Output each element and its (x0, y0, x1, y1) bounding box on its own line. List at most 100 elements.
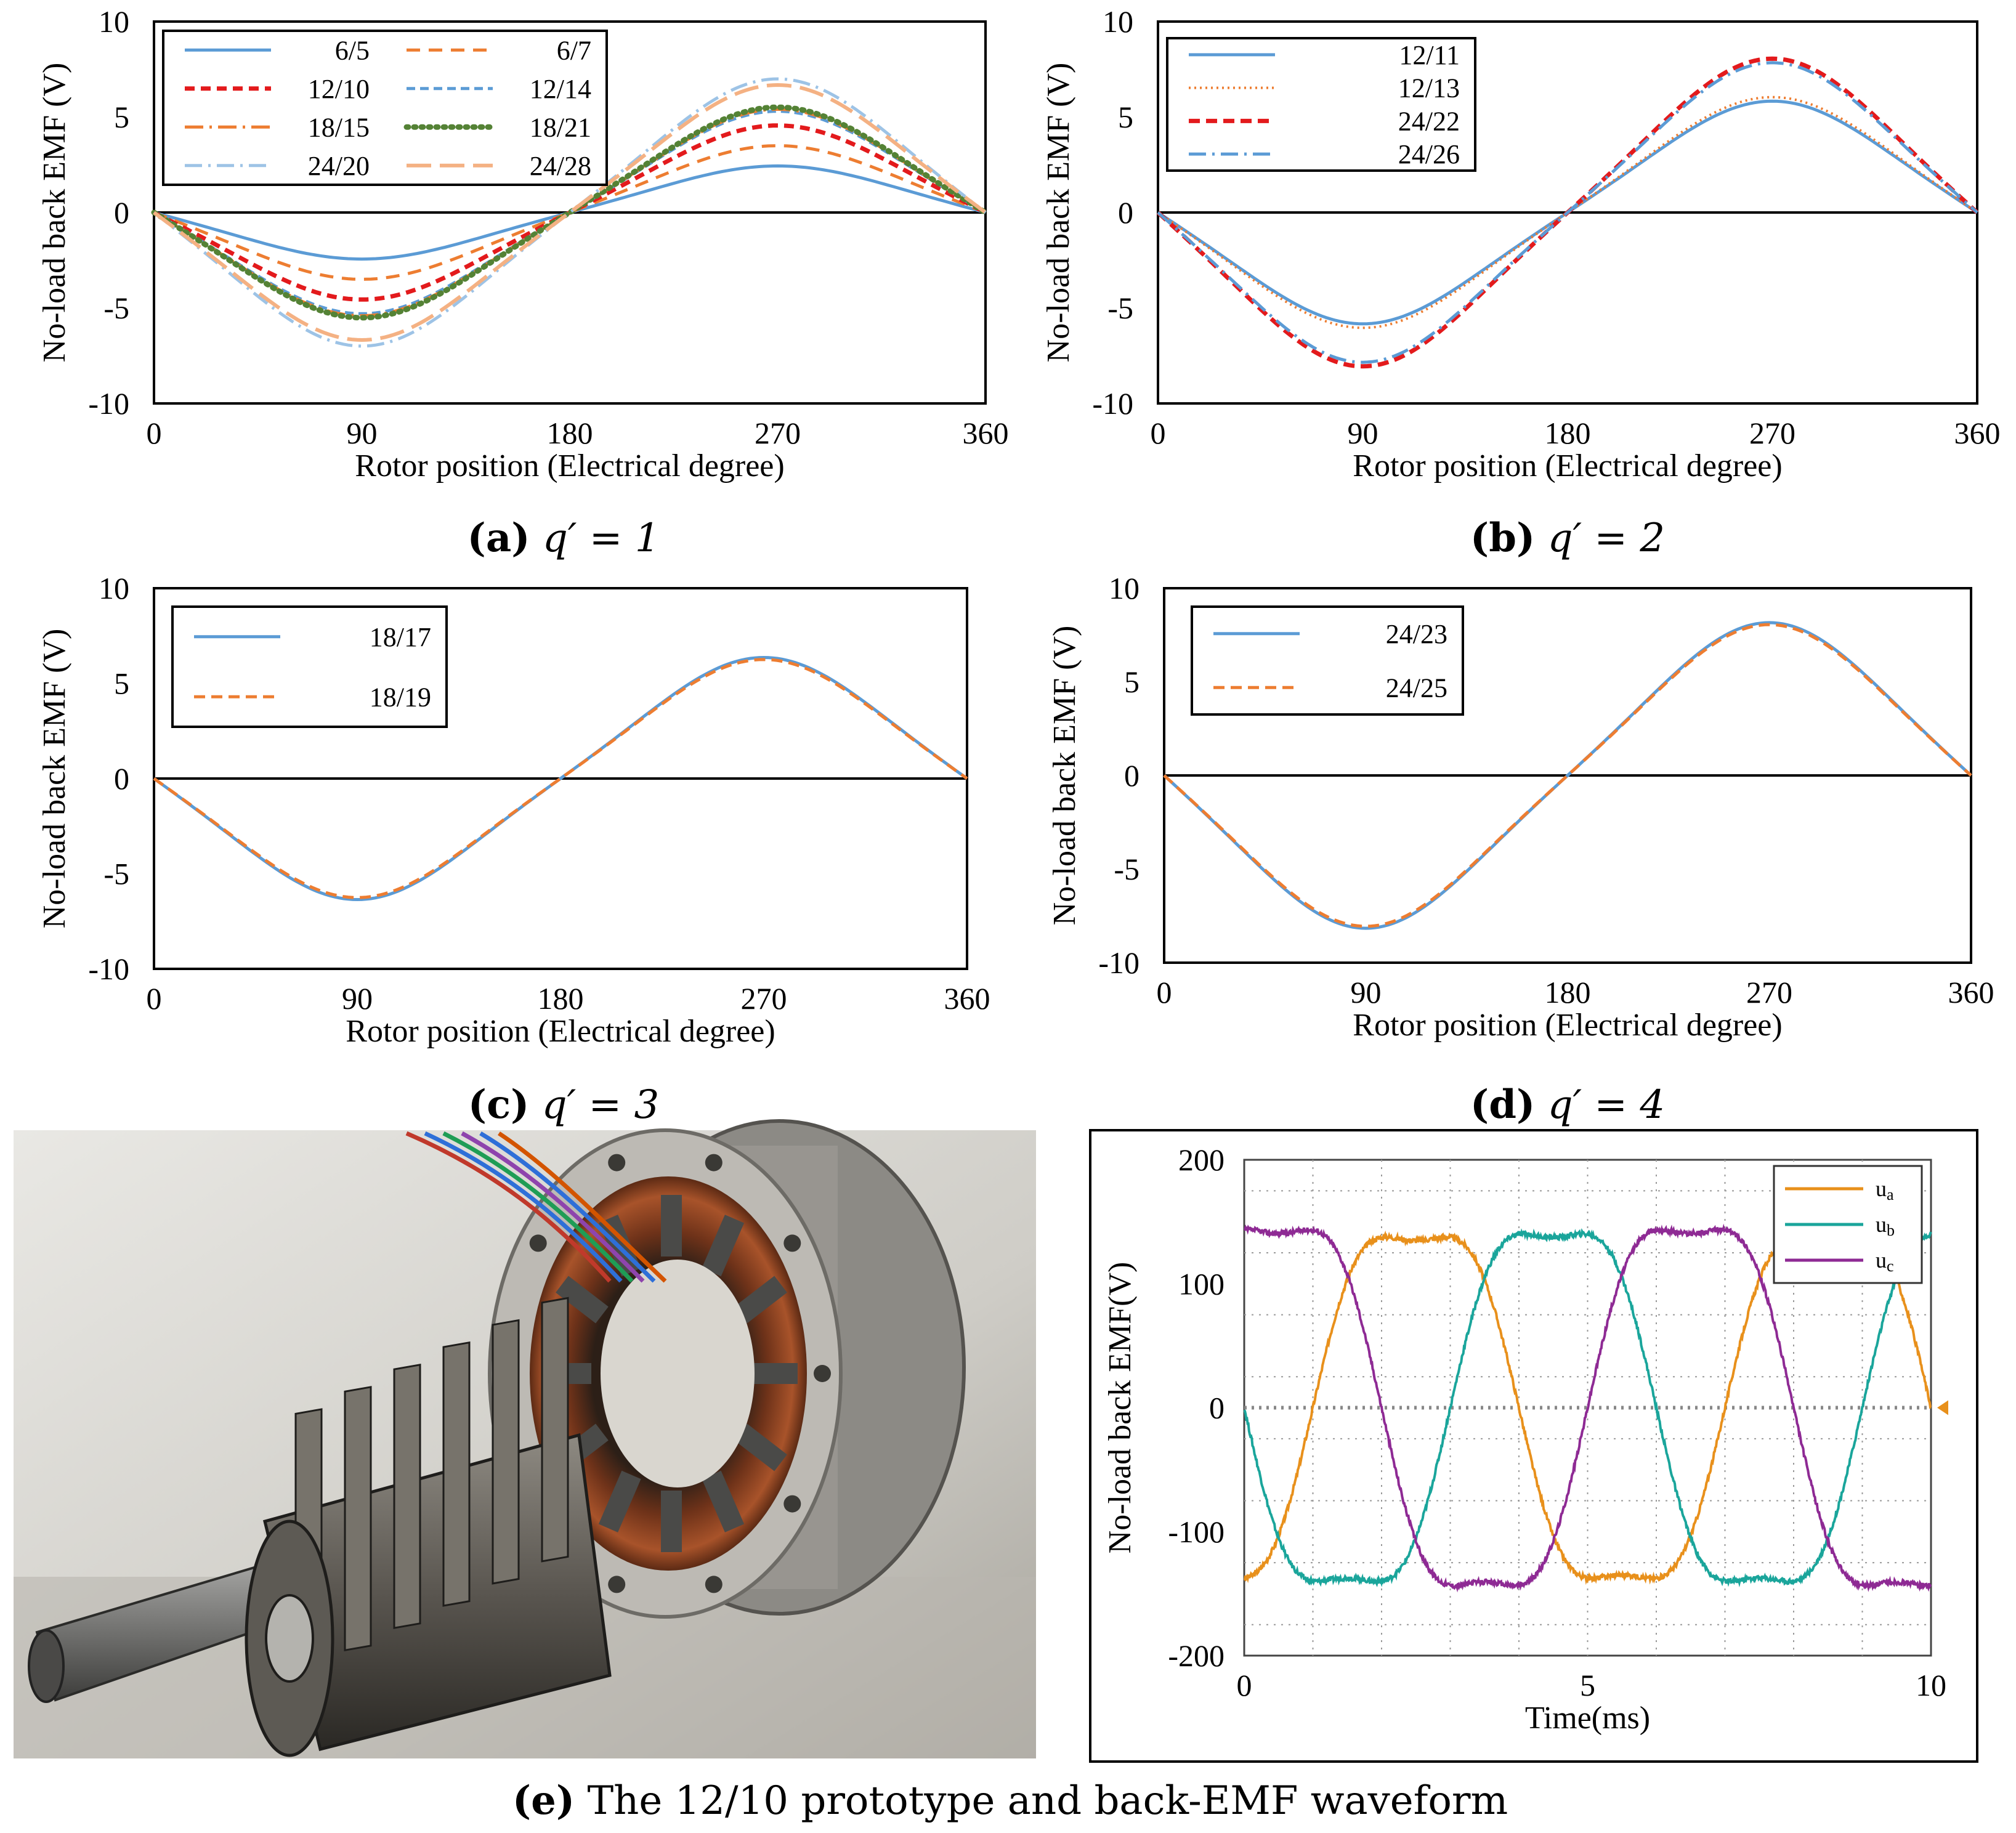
legend-label: 6/7 (557, 35, 591, 65)
series-line-ub (1243, 1228, 1932, 1588)
legend-label: 18/21 (530, 112, 591, 142)
rotor-tooth (344, 1386, 372, 1652)
caption-text: q′ = 4 (1535, 1082, 1665, 1128)
stator-tooth (598, 1470, 641, 1532)
legend-label: 12/10 (308, 74, 370, 104)
series-line-24-20 (153, 77, 987, 348)
bolt-hole-icon (783, 1495, 801, 1513)
stator-bore (601, 1260, 755, 1487)
y-tick-label: 5 (1124, 665, 1140, 699)
legend-label-main: u (1876, 1212, 1887, 1237)
zero-marker-icon (1937, 1400, 1948, 1415)
lead-wire (461, 1131, 645, 1283)
legend-box (171, 605, 448, 728)
bolt-hole-icon (608, 1154, 626, 1171)
caption-text: q′ = 2 (1535, 516, 1665, 561)
x-tick-label: 10 (1916, 1668, 1946, 1702)
lead-wire (498, 1131, 667, 1283)
x-tick-label: 90 (1351, 975, 1382, 1010)
caption-text: The 12/10 prototype and back-EMF wavefor… (575, 1778, 1508, 1824)
chart-c: -10 -5 0 5 10 0 90 180 270 360 Rotor position (Ele… (37, 571, 990, 1128)
series-line-24-25 (1163, 623, 1972, 928)
y-tick-label: -200 (1168, 1638, 1225, 1673)
x-tick-label: 270 (1746, 975, 1792, 1010)
legend-label-main: u (1876, 1248, 1887, 1273)
panel-caption: (b) q′ = 2 (1470, 515, 1665, 561)
chart-a: -10 -5 0 5 10 0 90 180 270 360 Rotor position (Ele… (37, 4, 1009, 561)
y-tick-label: -10 (88, 386, 129, 421)
x-axis-label: Time(ms) (1525, 1701, 1650, 1736)
panel-caption-e: (e) The 12/10 prototype and back-EMF wav… (512, 1778, 1508, 1824)
y-axis-label: No-load back EMF (V) (1047, 626, 1082, 926)
lead-wire (424, 1131, 623, 1283)
rotor-tooth (393, 1363, 421, 1629)
legend-label-sub: c (1887, 1257, 1894, 1275)
legend-label: 24/25 (1386, 673, 1447, 703)
y-tick-label: -10 (88, 952, 129, 986)
legend-label-sub: a (1887, 1186, 1894, 1204)
caption-letter: (c) (468, 1082, 530, 1128)
y-tick-label: -10 (1092, 386, 1133, 421)
x-tick-label: 0 (147, 416, 162, 450)
stator-tooth (702, 1215, 745, 1277)
lead-wire (479, 1131, 656, 1283)
series-line-18-17 (153, 655, 968, 902)
legend-label: 24/28 (530, 151, 591, 181)
lead-wire (405, 1131, 612, 1283)
legend-label: 18/19 (370, 682, 431, 712)
y-tick-label: -5 (103, 857, 129, 891)
y-tick-label: 10 (99, 571, 129, 605)
y-tick-label: 100 (1178, 1266, 1225, 1301)
caption-text: q′ = 3 (529, 1082, 659, 1128)
legend: 6/5 6/7 12/10 12/14 18/15 18/21 24/20 24/28 (162, 30, 608, 186)
y-axis-label: No-load back EMF(V) (1103, 1262, 1138, 1554)
x-tick-label: 270 (1749, 416, 1795, 450)
x-tick-label: 5 (1580, 1668, 1595, 1702)
bolt-hole-icon (705, 1576, 723, 1593)
legend-label: 12/11 (1399, 40, 1460, 70)
y-tick-label: 0 (1118, 195, 1133, 230)
x-tick-label: 270 (755, 416, 801, 450)
lead-wire (442, 1131, 634, 1283)
series-line-24-28 (153, 83, 987, 342)
panel-caption: (c) q′ = 3 (468, 1082, 659, 1128)
x-tick-label: 180 (538, 981, 584, 1016)
legend-box (1191, 605, 1464, 716)
series-line-uc (1244, 1223, 1932, 1593)
x-tick-label: 180 (1545, 416, 1591, 450)
y-axis-label: No-load back EMF (V) (37, 629, 72, 929)
y-tick-label: -5 (1107, 291, 1133, 325)
bolt-hole-icon (705, 1154, 723, 1171)
bolt-hole-icon (814, 1365, 831, 1382)
x-axis-label: Rotor position (Electrical degree) (355, 448, 784, 484)
rotor-tooth (442, 1341, 471, 1607)
legend-label: 12/14 (530, 74, 591, 104)
y-tick-label: -10 (1098, 945, 1140, 980)
legend-box (1166, 37, 1476, 172)
x-tick-label: 0 (1157, 975, 1172, 1010)
shaft-end (28, 1629, 65, 1703)
caption-text: q′ = 1 (530, 516, 660, 561)
caption-letter: (b) (1470, 515, 1535, 561)
y-tick-label: 0 (114, 195, 129, 230)
x-tick-label: 90 (347, 416, 378, 450)
stator-tooth (556, 1276, 609, 1324)
legend-label: 24/23 (1386, 619, 1447, 649)
legend-label: ua (1876, 1176, 1894, 1204)
caption-letter: (e) (512, 1778, 575, 1824)
stator-tooth (734, 1276, 787, 1324)
legend-label-main: u (1876, 1176, 1887, 1201)
y-axis-label: No-load back EMF (V) (1041, 63, 1076, 363)
x-tick-label: 0 (147, 981, 162, 1016)
y-tick-label: -100 (1168, 1515, 1225, 1549)
legend-label-sub: b (1887, 1221, 1895, 1239)
caption-letter: (a) (468, 515, 530, 561)
x-tick-label: 180 (547, 416, 593, 450)
y-tick-label: 5 (1118, 100, 1133, 134)
y-tick-label: 200 (1178, 1143, 1225, 1177)
bolt-hole-icon (783, 1234, 801, 1252)
legend: 24/23 24/25 (1191, 605, 1464, 716)
